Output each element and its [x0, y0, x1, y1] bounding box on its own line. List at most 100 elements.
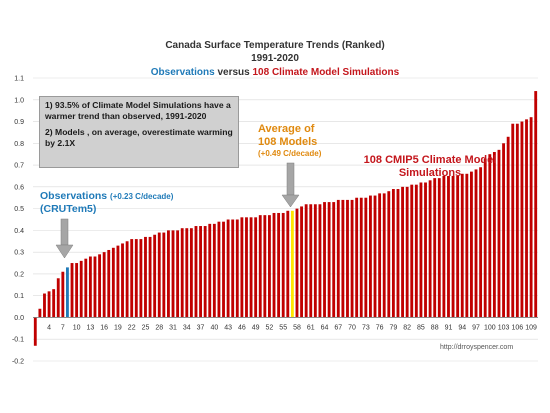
bar-55 [281, 212, 285, 318]
x-tick-label: 85 [417, 324, 425, 331]
bar-93 [456, 175, 460, 318]
title-versus: versus [215, 67, 253, 78]
bar-57 [290, 210, 294, 318]
x-tick-label: 88 [431, 324, 439, 331]
bar-40 [212, 223, 216, 318]
bar-77 [382, 193, 386, 318]
bar-8 [66, 267, 69, 318]
x-tick-label: 91 [445, 324, 453, 331]
bar-83 [410, 184, 414, 318]
bar-101 [492, 152, 496, 318]
y-tick-label: 0.2 [14, 271, 24, 278]
bar-99 [483, 158, 487, 318]
bar-30 [167, 230, 170, 318]
bar-66 [332, 202, 336, 318]
bar-3 [43, 293, 46, 318]
bar-14 [93, 256, 97, 318]
bar-43 [226, 219, 230, 318]
bar-59 [300, 206, 303, 318]
bar-20 [121, 243, 124, 318]
bar-69 [346, 199, 349, 318]
bar-16 [102, 252, 106, 318]
bar-44 [231, 219, 235, 318]
bar-6 [56, 278, 60, 318]
bar-75 [373, 195, 377, 318]
title-models: 108 Climate Model Simulations [253, 67, 400, 78]
bar-78 [387, 191, 391, 318]
average-label-value: (+0.49 C/decade) [258, 149, 322, 159]
x-tick-label: 94 [458, 324, 466, 331]
x-tick-label: 67 [334, 324, 342, 331]
bar-36 [194, 226, 198, 318]
bar-82 [405, 186, 409, 318]
bar-50 [258, 215, 262, 318]
y-tick-label: 0.4 [14, 228, 24, 235]
bar-72 [359, 197, 363, 318]
y-tick-label: 0.0 [14, 315, 24, 322]
cmip-annotation: 108 CMIP5 Climate Model Simulations [355, 154, 505, 180]
bar-13 [88, 256, 92, 318]
bar-47 [245, 217, 248, 318]
bar-11 [79, 260, 83, 318]
x-tick-label: 106 [511, 324, 523, 331]
x-tick-label: 7 [61, 324, 65, 331]
bar-4 [47, 291, 51, 318]
bar-62 [313, 204, 317, 318]
bar-91 [447, 175, 450, 318]
bar-32 [176, 230, 180, 318]
bar-104 [506, 136, 510, 318]
x-tick-label: 28 [155, 324, 163, 331]
bar-70 [350, 199, 354, 318]
x-tick-label: 64 [321, 324, 329, 331]
callout-line1: 1) 93.5% of Climate Model Simulations ha… [45, 100, 231, 121]
bar-49 [254, 217, 258, 318]
bar-46 [240, 217, 244, 318]
bar-64 [323, 202, 326, 318]
x-tick-label: 16 [100, 324, 108, 331]
average-label-line1: Average of [258, 123, 315, 135]
bar-33 [180, 228, 184, 318]
x-tick-label: 37 [197, 324, 205, 331]
bar-48 [249, 217, 253, 318]
bar-97 [474, 169, 478, 318]
x-tick-label: 97 [472, 324, 480, 331]
x-tick-label: 31 [169, 324, 177, 331]
bar-106 [515, 123, 519, 318]
x-tick-label: 79 [389, 324, 397, 331]
bar-81 [401, 186, 404, 318]
x-tick-label: 82 [403, 324, 411, 331]
x-tick-label: 55 [279, 324, 287, 331]
bar-39 [208, 223, 212, 318]
bar-90 [442, 175, 446, 318]
callout-box: 1) 93.5% of Climate Model Simulations ha… [39, 96, 239, 168]
chart-title-line2: 1991-2020 [251, 53, 299, 64]
bar-94 [460, 173, 464, 318]
x-tick-label: 70 [348, 324, 356, 331]
bar-103 [502, 143, 505, 318]
cmip-label-line2: Simulations [398, 167, 462, 180]
bars [33, 91, 538, 346]
y-tick-label: -0.2 [12, 359, 24, 366]
y-tick-label: 1.0 [14, 97, 24, 104]
bar-53 [272, 212, 276, 318]
bar-65 [327, 202, 331, 318]
bar-86 [424, 182, 427, 318]
x-tick-label: 76 [376, 324, 384, 331]
bar-108 [525, 119, 528, 318]
y-axis-ticks: -0.2 -0.1 0.0 0.1 0.2 0.3 0.4 0.5 0.6 0.7 0.8 0.9 1.… [12, 76, 24, 366]
title-observations: Observations [151, 67, 215, 78]
bar-23 [134, 239, 138, 318]
y-tick-label: 0.8 [14, 141, 24, 148]
bar-37 [199, 226, 202, 318]
bar-92 [451, 175, 455, 318]
bar-28 [157, 232, 161, 318]
x-tick-label: 52 [266, 324, 274, 331]
bar-98 [479, 167, 483, 318]
observations-arrow [55, 218, 74, 259]
y-tick-label: 0.5 [14, 206, 24, 213]
bar-68 [341, 199, 345, 318]
bar-105 [511, 123, 515, 318]
bar-85 [419, 182, 423, 318]
bar-58 [295, 208, 299, 318]
bar-38 [203, 226, 207, 318]
